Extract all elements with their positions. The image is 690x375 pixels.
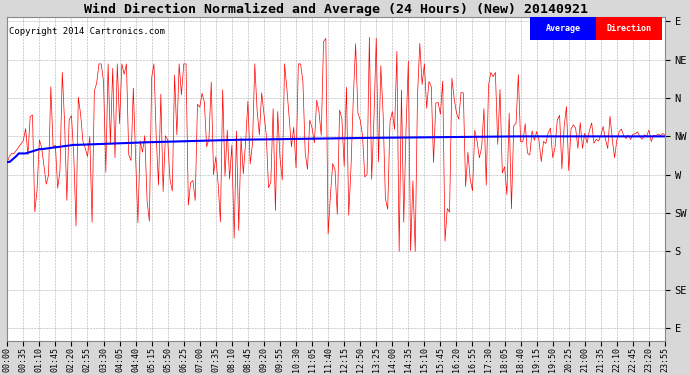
Text: Copyright 2014 Cartronics.com: Copyright 2014 Cartronics.com <box>8 27 164 36</box>
FancyBboxPatch shape <box>530 17 596 40</box>
Text: Direction: Direction <box>607 24 651 33</box>
Title: Wind Direction Normalized and Average (24 Hours) (New) 20140921: Wind Direction Normalized and Average (2… <box>84 3 588 16</box>
Text: Average: Average <box>546 24 580 33</box>
FancyBboxPatch shape <box>596 17 662 40</box>
